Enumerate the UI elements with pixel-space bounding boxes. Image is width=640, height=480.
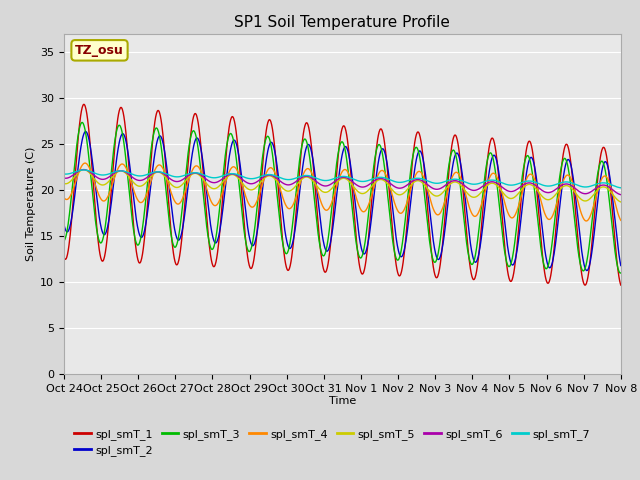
spl_smT_2 — [583, 268, 591, 274]
spl_smT_6 — [568, 183, 575, 189]
spl_smT_3 — [616, 270, 624, 276]
spl_smT_6 — [279, 180, 287, 186]
spl_smT_7 — [184, 171, 191, 177]
Line: spl_smT_3: spl_smT_3 — [64, 122, 621, 273]
spl_smT_4 — [568, 177, 575, 183]
spl_smT_4 — [81, 160, 89, 166]
spl_smT_5 — [617, 199, 625, 205]
spl_smT_5 — [428, 191, 436, 197]
spl_smT_2 — [292, 217, 300, 223]
spl_smT_4 — [292, 193, 300, 199]
Line: spl_smT_1: spl_smT_1 — [64, 104, 621, 285]
spl_smT_2 — [184, 190, 191, 196]
spl_smT_3 — [292, 186, 300, 192]
spl_smT_5 — [184, 176, 191, 181]
spl_smT_1 — [60, 254, 68, 260]
spl_smT_7 — [60, 171, 68, 177]
spl_smT_3 — [428, 253, 436, 259]
spl_smT_1 — [568, 168, 575, 173]
spl_smT_3 — [520, 164, 527, 169]
spl_smT_6 — [60, 175, 68, 181]
spl_smT_1 — [279, 240, 287, 246]
Line: spl_smT_4: spl_smT_4 — [64, 163, 621, 221]
spl_smT_2 — [279, 212, 287, 218]
spl_smT_7 — [80, 167, 88, 173]
spl_smT_1 — [184, 169, 191, 175]
spl_smT_1 — [617, 282, 625, 288]
spl_smT_5 — [292, 182, 300, 188]
spl_smT_7 — [279, 176, 287, 181]
spl_smT_6 — [80, 167, 88, 172]
spl_smT_1 — [292, 205, 300, 211]
Legend: spl_smT_1, spl_smT_2, spl_smT_3, spl_smT_4, spl_smT_5, spl_smT_6, spl_smT_7: spl_smT_1, spl_smT_2, spl_smT_3, spl_smT… — [70, 424, 595, 460]
spl_smT_7 — [617, 185, 625, 191]
spl_smT_5 — [520, 184, 527, 190]
spl_smT_1 — [520, 168, 527, 173]
spl_smT_5 — [80, 167, 88, 172]
Y-axis label: Soil Temperature (C): Soil Temperature (C) — [26, 147, 36, 261]
spl_smT_4 — [184, 181, 191, 187]
spl_smT_2 — [520, 192, 527, 197]
spl_smT_1 — [80, 101, 88, 107]
spl_smT_4 — [582, 218, 590, 224]
Line: spl_smT_6: spl_smT_6 — [64, 169, 621, 195]
spl_smT_4 — [428, 203, 436, 208]
spl_smT_3 — [60, 238, 68, 243]
Line: spl_smT_2: spl_smT_2 — [64, 132, 621, 271]
spl_smT_6 — [292, 179, 300, 184]
spl_smT_7 — [292, 175, 300, 181]
spl_smT_4 — [279, 195, 287, 201]
spl_smT_3 — [279, 241, 287, 247]
spl_smT_1 — [428, 255, 436, 261]
spl_smT_2 — [428, 229, 436, 235]
spl_smT_3 — [568, 191, 575, 196]
Line: spl_smT_5: spl_smT_5 — [64, 169, 621, 202]
spl_smT_4 — [617, 217, 625, 223]
spl_smT_2 — [60, 222, 68, 228]
spl_smT_2 — [82, 129, 90, 134]
spl_smT_7 — [520, 179, 527, 185]
spl_smT_2 — [568, 166, 575, 172]
spl_smT_7 — [568, 180, 575, 186]
spl_smT_4 — [520, 184, 527, 190]
spl_smT_3 — [617, 270, 625, 276]
spl_smT_6 — [617, 192, 625, 198]
spl_smT_5 — [60, 180, 68, 186]
spl_smT_3 — [78, 120, 86, 125]
spl_smT_6 — [428, 185, 436, 191]
spl_smT_5 — [279, 185, 287, 191]
Line: spl_smT_7: spl_smT_7 — [64, 170, 621, 188]
spl_smT_3 — [184, 156, 191, 162]
spl_smT_1 — [581, 282, 589, 288]
spl_smT_4 — [60, 195, 68, 201]
X-axis label: Time: Time — [329, 396, 356, 406]
spl_smT_7 — [428, 180, 436, 185]
spl_smT_5 — [568, 186, 575, 192]
Title: SP1 Soil Temperature Profile: SP1 Soil Temperature Profile — [234, 15, 451, 30]
spl_smT_6 — [520, 182, 527, 188]
spl_smT_6 — [184, 173, 191, 179]
spl_smT_2 — [617, 263, 625, 268]
Text: TZ_osu: TZ_osu — [75, 44, 124, 57]
